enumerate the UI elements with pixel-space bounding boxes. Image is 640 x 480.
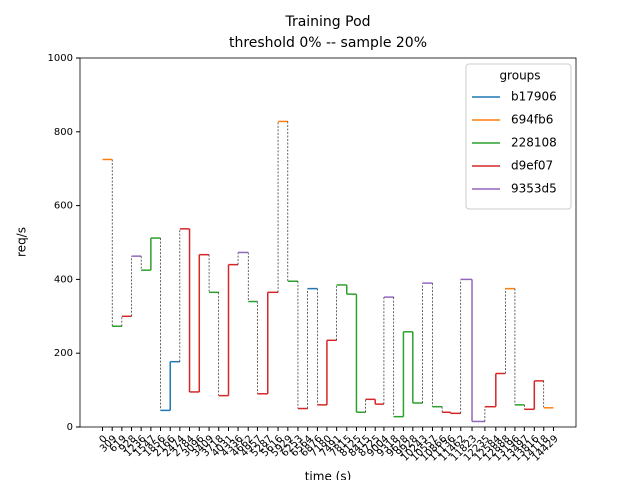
legend-label: 694fb6 xyxy=(511,113,553,127)
legend-label: b17906 xyxy=(511,90,557,104)
legend-box xyxy=(465,63,572,210)
legend-title: groups xyxy=(499,69,540,83)
y-tick-label: 200 xyxy=(54,348,73,359)
y-tick-label: 400 xyxy=(54,274,73,285)
chart-subtitle: threshold 0% -- sample 20% xyxy=(229,35,427,51)
y-tick-label: 600 xyxy=(54,201,73,212)
x-axis-label: time (s) xyxy=(305,470,352,480)
y-tick-label: 800 xyxy=(54,127,73,138)
plot-frame xyxy=(79,57,577,428)
y-tick-label: 1000 xyxy=(48,53,73,64)
y-axis-label: req/s xyxy=(15,227,29,257)
legend-label: 9353d5 xyxy=(511,182,557,196)
y-tick-label: 0 xyxy=(67,422,73,433)
legend-label: d9ef07 xyxy=(511,159,553,173)
chart-title: Training Pod xyxy=(284,14,370,30)
legend-label: 228108 xyxy=(511,136,557,150)
